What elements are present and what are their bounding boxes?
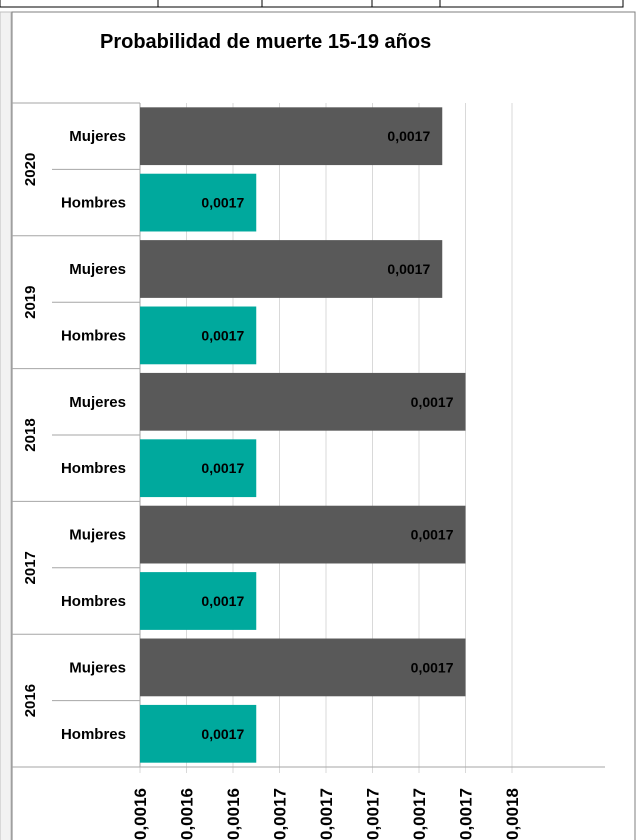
year-label: 2018 bbox=[22, 418, 39, 451]
value-label: 0,0017 bbox=[411, 659, 454, 675]
x-tick-label: 0,0017 bbox=[271, 788, 290, 840]
bar-mujeres-2020 bbox=[140, 107, 443, 166]
bar-hombres-2019 bbox=[140, 306, 257, 365]
x-tick-label: 0,0016 bbox=[178, 788, 197, 840]
bar-mujeres-2017 bbox=[140, 505, 466, 564]
year-label: 2019 bbox=[22, 286, 39, 319]
value-label: 0,0017 bbox=[201, 593, 244, 609]
bar-mujeres-2019 bbox=[140, 240, 443, 298]
category-label: Hombres bbox=[61, 327, 126, 344]
value-label: 0,0017 bbox=[387, 128, 430, 144]
value-label: 0,0017 bbox=[411, 394, 454, 410]
x-tick-label: 0,0016 bbox=[224, 788, 243, 840]
chart-title: Probabilidad de muerte 15-19 años bbox=[100, 31, 431, 53]
category-label: Mujeres bbox=[69, 527, 126, 544]
value-label: 0,0017 bbox=[201, 327, 244, 343]
x-tick-label: 0,0017 bbox=[457, 788, 476, 840]
x-tick-label: 0,0017 bbox=[317, 788, 336, 840]
x-tick-label: 0,0016 bbox=[131, 788, 150, 840]
value-label: 0,0017 bbox=[411, 527, 454, 543]
category-label: Hombres bbox=[61, 460, 126, 477]
value-label: 0,0017 bbox=[387, 261, 430, 277]
category-label: Hombres bbox=[61, 195, 126, 212]
x-tick-labels: 0,0016 0,0016 0,0016 0,0017 0,0017 0,0017 0,00… bbox=[131, 788, 522, 840]
x-tick-label: 0,0018 bbox=[503, 788, 522, 840]
value-label: 0,0017 bbox=[201, 460, 244, 476]
category-label: Mujeres bbox=[69, 261, 126, 278]
year-label: 2020 bbox=[22, 153, 39, 186]
category-label: Mujeres bbox=[69, 128, 126, 145]
value-label: 0,0017 bbox=[201, 195, 244, 211]
value-label: 0,0017 bbox=[201, 726, 244, 742]
sheet-left-strip bbox=[0, 11, 12, 840]
category-axis: 2020 Mujeres Hombres 2019 Mujeres Hombres 2018… bbox=[12, 102, 605, 768]
header-cells bbox=[0, 0, 624, 8]
bar-hombres-2016 bbox=[140, 704, 257, 763]
year-label: 2016 bbox=[22, 684, 39, 717]
x-tick-label: 0,0017 bbox=[364, 788, 383, 840]
bar-hombres-2017 bbox=[140, 572, 257, 630]
bars: 0,0017 0,0017 0,0017 0,0017 0,0017 0,0017 0,00… bbox=[140, 107, 466, 763]
category-label: Hombres bbox=[61, 593, 126, 610]
bar-mujeres-2018 bbox=[140, 372, 466, 431]
year-label: 2017 bbox=[22, 551, 39, 584]
x-tick-label: 0,0017 bbox=[410, 788, 429, 840]
category-label: Mujeres bbox=[69, 659, 126, 676]
bar-hombres-2018 bbox=[140, 439, 257, 498]
bar-mujeres-2016 bbox=[140, 638, 466, 697]
bar-hombres-2020 bbox=[140, 173, 257, 232]
category-label: Hombres bbox=[61, 726, 126, 743]
category-label: Mujeres bbox=[69, 394, 126, 411]
